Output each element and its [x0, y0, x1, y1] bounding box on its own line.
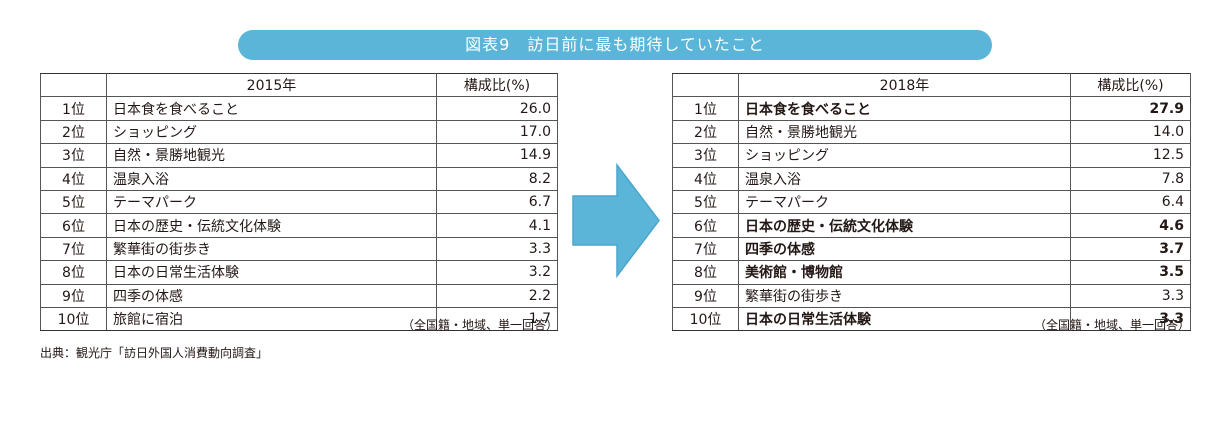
rank-cell: 10位	[672, 306, 739, 332]
table-row: 3位 自然・景勝地観光 14.9	[40, 143, 558, 168]
rank-cell: 5位	[672, 189, 739, 215]
value-cell: 26.0	[436, 96, 558, 121]
table-row: 8位 美術館・博物館 3.5	[672, 260, 1191, 285]
value-cell: 27.9	[1070, 96, 1191, 121]
table-row: 10位 日本の日常生活体験 3.3	[672, 306, 1191, 332]
item-cell: 温泉入浴	[106, 166, 437, 191]
rank-header	[40, 72, 107, 98]
item-cell: ショッピング	[738, 143, 1071, 168]
item-cell: 日本の日常生活体験	[738, 306, 1071, 332]
item-cell: 日本食を食べること	[738, 96, 1071, 121]
item-cell: 四季の体感	[738, 236, 1071, 262]
table-row: 7位 四季の体感 3.7	[672, 236, 1191, 262]
item-cell: 美術館・博物館	[738, 260, 1071, 285]
table-2015: 2015年 構成比(%) 1位 日本食を食べること 26.0 2位 ショッピング 17.…	[40, 72, 558, 332]
rank-cell: 6位	[40, 213, 107, 238]
table-2018: 2018年 構成比(%) 1位 日本食を食べること 27.9 2位 自然・景勝地観光 1…	[672, 72, 1191, 332]
rank-cell: 4位	[40, 166, 107, 191]
table-row: 4位 温泉入浴 8.2	[40, 166, 558, 191]
year-header: 2018年	[738, 72, 1071, 98]
table-row: 9位 四季の体感 2.2	[40, 283, 558, 308]
value-cell: 8.2	[436, 166, 558, 191]
table-row: 3位 ショッピング 12.5	[672, 143, 1191, 168]
table-row: 10位 旅館に宿泊 1.7	[40, 306, 558, 332]
rank-cell: 5位	[40, 189, 107, 215]
table-row: 5位 テーマパーク 6.7	[40, 189, 558, 215]
table-row: 4位 温泉入浴 7.8	[672, 166, 1191, 191]
item-cell: 自然・景勝地観光	[106, 143, 437, 168]
value-cell: 3.3	[1070, 306, 1191, 332]
table-note: （全国籍・地域、単一回答）	[1033, 318, 1190, 332]
rank-cell: 1位	[40, 96, 107, 121]
ratio-header: 構成比(%)	[436, 72, 558, 98]
value-cell: 6.7	[436, 189, 558, 215]
table-row: 9位 繁華街の街歩き 3.3	[672, 283, 1191, 308]
value-cell: 17.0	[436, 119, 558, 145]
item-cell: 四季の体感	[106, 283, 437, 308]
figure-title: 図表9 訪日前に最も期待していたこと	[238, 30, 992, 60]
rank-cell: 7位	[40, 236, 107, 262]
item-cell: 日本の日常生活体験	[106, 260, 437, 285]
rank-cell: 7位	[672, 236, 739, 262]
item-cell: 日本の歴史・伝統文化体験	[738, 213, 1071, 238]
item-cell: 繁華街の街歩き	[106, 236, 437, 262]
table-row: 8位 日本の日常生活体験 3.2	[40, 260, 558, 285]
rank-cell: 10位	[40, 306, 107, 332]
table-row: 2位 ショッピング 17.0	[40, 119, 558, 145]
rank-cell: 9位	[40, 283, 107, 308]
table-note: （全国籍・地域、単一回答）	[401, 318, 558, 332]
rank-cell: 2位	[672, 119, 739, 145]
table-row: 1位 日本食を食べること 27.9	[672, 96, 1191, 121]
value-cell: 3.2	[436, 260, 558, 285]
rank-cell: 8位	[672, 260, 739, 285]
value-cell: 4.1	[436, 213, 558, 238]
table-row: 6位 日本の歴史・伝統文化体験 4.6	[672, 213, 1191, 238]
rank-cell: 6位	[672, 213, 739, 238]
rank-cell: 2位	[40, 119, 107, 145]
value-cell: 3.3	[436, 236, 558, 262]
rank-cell: 9位	[672, 283, 739, 308]
rank-cell: 8位	[40, 260, 107, 285]
rank-cell: 3位	[672, 143, 739, 168]
item-cell: テーマパーク	[106, 189, 437, 215]
table-header-row: 2015年 構成比(%)	[40, 72, 558, 98]
value-cell: 3.3	[1070, 283, 1191, 308]
value-cell: 4.6	[1070, 213, 1191, 238]
item-cell: 自然・景勝地観光	[738, 119, 1071, 145]
item-cell: 繁華街の街歩き	[738, 283, 1071, 308]
source-citation: 出典：観光庁「訪日外国人消費動向調査」	[40, 346, 269, 360]
rank-cell: 3位	[40, 143, 107, 168]
table-row: 5位 テーマパーク 6.4	[672, 189, 1191, 215]
item-cell: ショッピング	[106, 119, 437, 145]
value-cell: 1.7	[436, 306, 558, 332]
item-cell: 日本食を食べること	[106, 96, 437, 121]
item-cell: 日本の歴史・伝統文化体験	[106, 213, 437, 238]
value-cell: 3.5	[1070, 260, 1191, 285]
value-cell: 7.8	[1070, 166, 1191, 191]
year-header: 2015年	[106, 72, 437, 98]
table-header-row: 2018年 構成比(%)	[672, 72, 1191, 98]
table-row: 6位 日本の歴史・伝統文化体験 4.1	[40, 213, 558, 238]
value-cell: 14.9	[436, 143, 558, 168]
rank-header	[672, 72, 739, 98]
rank-cell: 1位	[672, 96, 739, 121]
value-cell: 14.0	[1070, 119, 1191, 145]
right-arrow-icon	[572, 163, 660, 278]
ratio-header: 構成比(%)	[1070, 72, 1191, 98]
value-cell: 12.5	[1070, 143, 1191, 168]
item-cell: 旅館に宿泊	[106, 306, 437, 332]
table-row: 1位 日本食を食べること 26.0	[40, 96, 558, 121]
value-cell: 3.7	[1070, 236, 1191, 262]
item-cell: 温泉入浴	[738, 166, 1071, 191]
value-cell: 2.2	[436, 283, 558, 308]
table-row: 7位 繁華街の街歩き 3.3	[40, 236, 558, 262]
item-cell: テーマパーク	[738, 189, 1071, 215]
value-cell: 6.4	[1070, 189, 1191, 215]
rank-cell: 4位	[672, 166, 739, 191]
table-row: 2位 自然・景勝地観光 14.0	[672, 119, 1191, 145]
